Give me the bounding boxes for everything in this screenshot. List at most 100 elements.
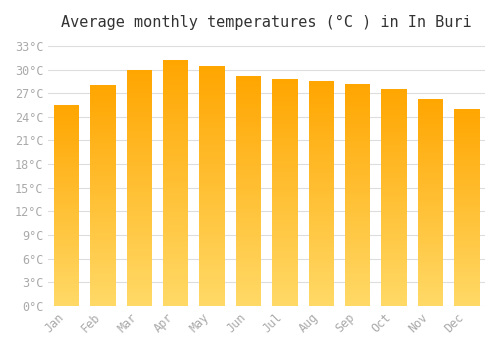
Bar: [345, 84, 370, 86]
Bar: [345, 270, 370, 273]
Bar: [418, 171, 443, 173]
Bar: [90, 295, 116, 297]
Bar: [54, 111, 80, 113]
Bar: [126, 275, 152, 278]
Bar: [382, 256, 407, 258]
Bar: [454, 259, 479, 260]
Bar: [236, 278, 261, 281]
Bar: [308, 151, 334, 153]
Bar: [54, 121, 80, 123]
Bar: [345, 248, 370, 250]
Bar: [345, 210, 370, 212]
Bar: [382, 299, 407, 301]
Bar: [126, 84, 152, 86]
Bar: [54, 131, 80, 133]
Bar: [90, 127, 116, 130]
Bar: [272, 281, 297, 283]
Bar: [236, 115, 261, 117]
Bar: [418, 200, 443, 202]
Bar: [308, 147, 334, 149]
Bar: [272, 133, 297, 136]
Bar: [382, 262, 407, 265]
Bar: [163, 129, 188, 131]
Bar: [382, 106, 407, 108]
Bar: [90, 123, 116, 125]
Bar: [163, 281, 188, 284]
Bar: [308, 138, 334, 140]
Bar: [345, 164, 370, 166]
Bar: [272, 168, 297, 170]
Bar: [418, 223, 443, 225]
Bar: [382, 204, 407, 206]
Bar: [236, 110, 261, 113]
Bar: [200, 289, 225, 292]
Bar: [272, 86, 297, 88]
Bar: [163, 166, 188, 168]
Bar: [90, 140, 116, 143]
Bar: [236, 90, 261, 92]
Bar: [163, 80, 188, 82]
Bar: [345, 226, 370, 228]
Bar: [126, 162, 152, 164]
Bar: [90, 178, 116, 180]
Bar: [200, 92, 225, 94]
Bar: [236, 230, 261, 232]
Bar: [454, 280, 479, 282]
Bar: [454, 300, 479, 302]
Bar: [382, 147, 407, 149]
Bar: [163, 220, 188, 222]
Bar: [163, 212, 188, 215]
Bar: [90, 145, 116, 147]
Bar: [126, 140, 152, 143]
Bar: [382, 271, 407, 273]
Bar: [418, 219, 443, 221]
Bar: [454, 150, 479, 152]
Bar: [200, 128, 225, 131]
Bar: [54, 195, 80, 197]
Bar: [236, 241, 261, 244]
Bar: [382, 275, 407, 278]
Bar: [454, 223, 479, 225]
Bar: [454, 296, 479, 298]
Bar: [126, 181, 152, 183]
Bar: [382, 210, 407, 212]
Bar: [200, 258, 225, 260]
Bar: [236, 163, 261, 166]
Bar: [382, 208, 407, 210]
Bar: [382, 177, 407, 180]
Bar: [54, 183, 80, 186]
Bar: [90, 262, 116, 264]
Bar: [126, 256, 152, 259]
Bar: [90, 277, 116, 279]
Bar: [418, 134, 443, 136]
Bar: [454, 129, 479, 131]
Bar: [126, 93, 152, 96]
Bar: [418, 252, 443, 254]
Bar: [272, 124, 297, 127]
Bar: [236, 299, 261, 301]
Bar: [418, 236, 443, 238]
Bar: [236, 276, 261, 278]
Bar: [126, 183, 152, 186]
Bar: [126, 164, 152, 167]
Bar: [345, 135, 370, 137]
Bar: [418, 244, 443, 246]
Bar: [200, 145, 225, 147]
Bar: [163, 225, 188, 227]
Bar: [272, 152, 297, 154]
Bar: [90, 88, 116, 90]
Bar: [272, 199, 297, 202]
Bar: [90, 290, 116, 293]
Bar: [418, 239, 443, 241]
Bar: [236, 154, 261, 156]
Bar: [90, 191, 116, 194]
Bar: [382, 202, 407, 204]
Bar: [90, 204, 116, 206]
Bar: [54, 286, 80, 288]
Bar: [200, 260, 225, 262]
Bar: [272, 242, 297, 245]
Bar: [163, 299, 188, 301]
Bar: [126, 91, 152, 93]
Bar: [200, 256, 225, 258]
Bar: [418, 262, 443, 264]
